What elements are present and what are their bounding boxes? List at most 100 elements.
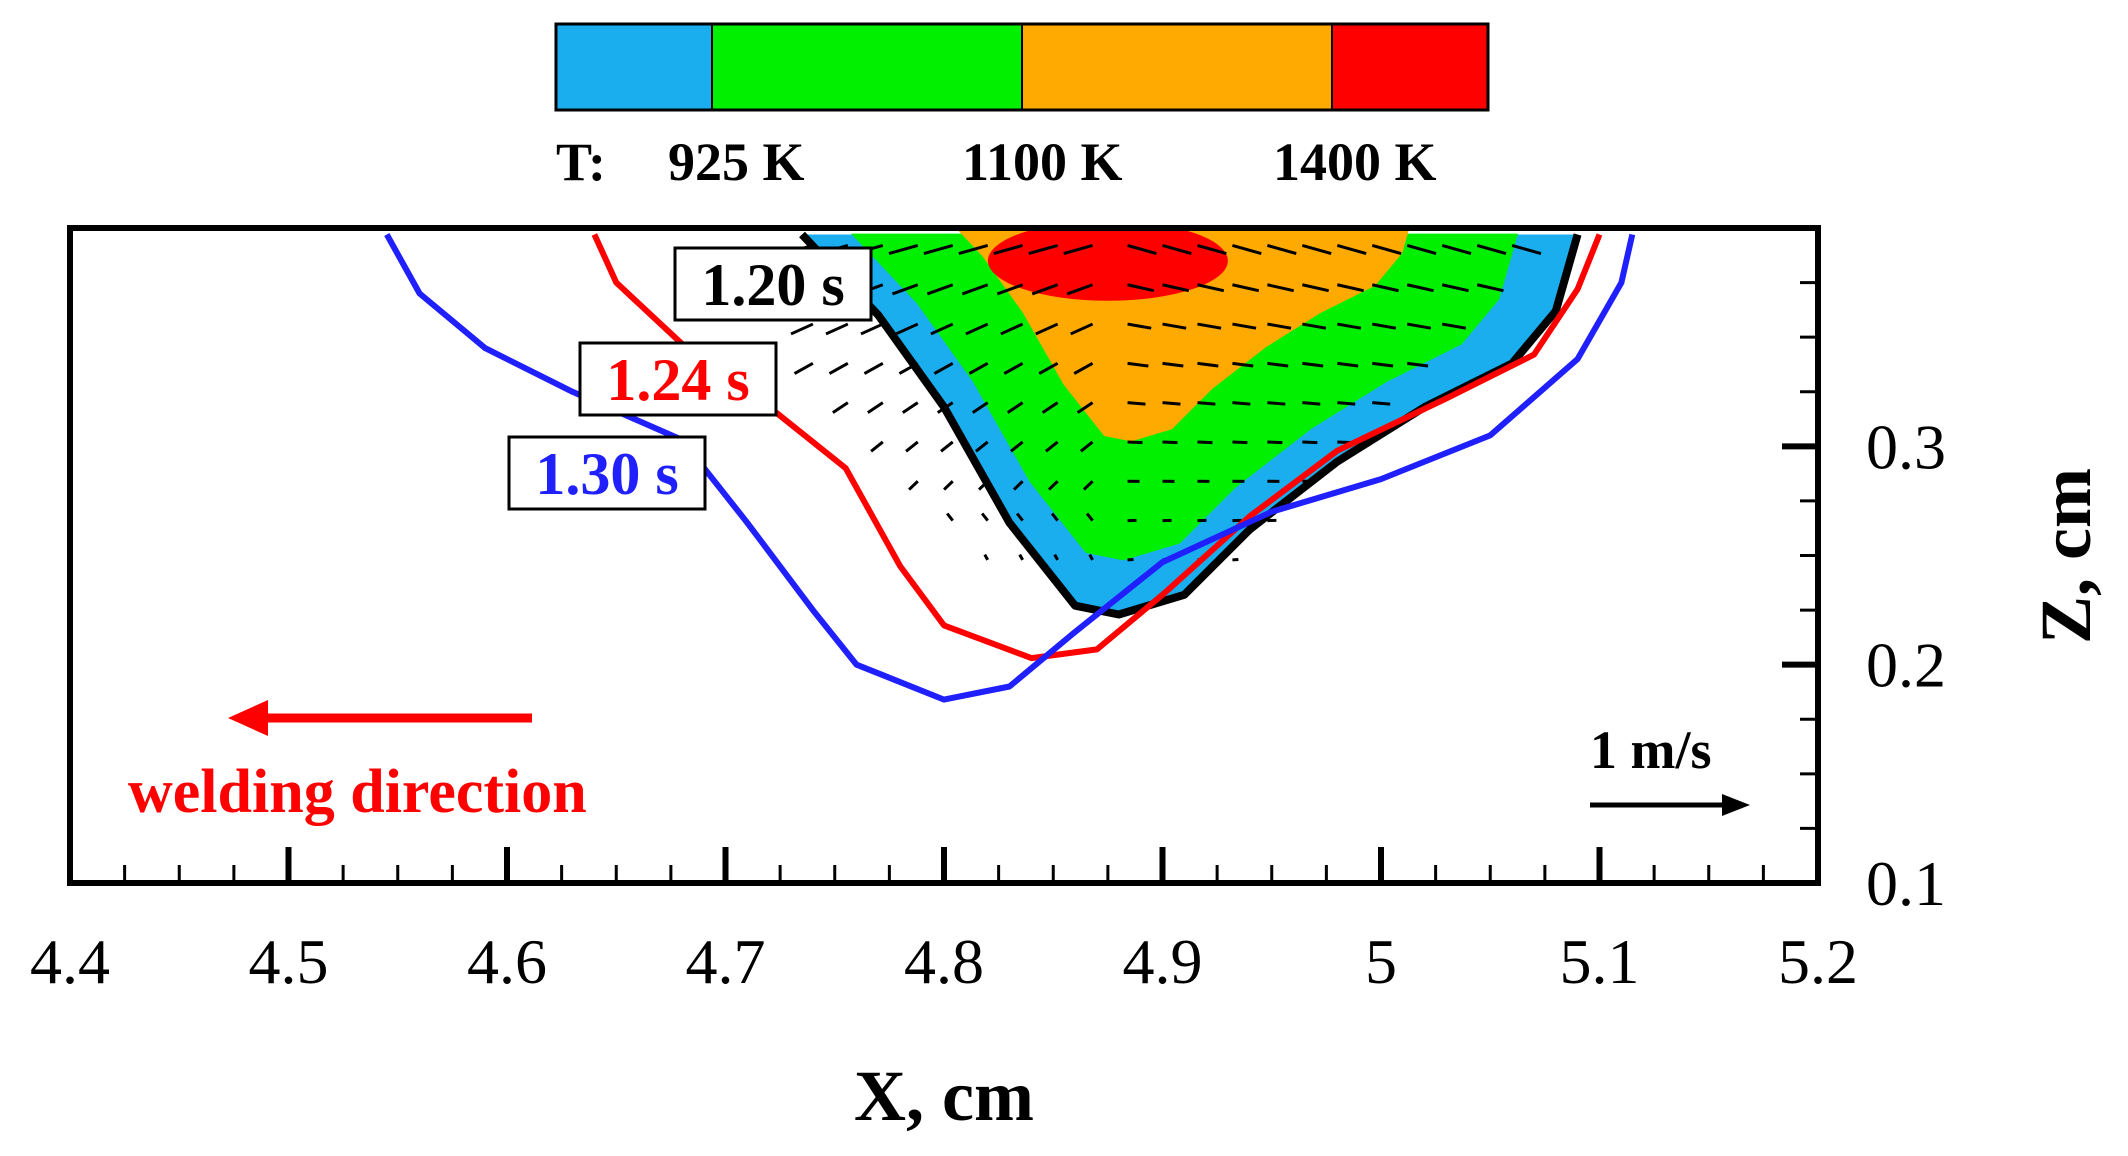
velocity-vector [1476,244,1507,256]
velocity-vector [1232,361,1254,368]
velocity-vector [1371,283,1399,293]
time-label-text: 1.20 s [701,252,844,318]
velocity-vector [1267,440,1283,445]
x-tick-label: 5.1 [1560,926,1640,997]
velocity-vector [940,440,954,453]
velocity-vector [793,362,814,375]
y-axis-title: Z, cm [2026,468,2106,644]
velocity-vector [1266,244,1297,256]
velocity-vector [1127,322,1152,330]
velocity-vector [1267,322,1292,330]
velocity-vector [828,362,849,375]
x-tick-label: 4.4 [30,926,110,997]
velocity-vector [888,244,919,256]
velocity-vector [1337,322,1362,330]
x-axis-title: X, cm [854,1056,1034,1136]
velocity-vector [901,401,919,414]
y-tick-label: 0.2 [1866,630,1946,701]
velocity-vector [1018,553,1024,561]
time-labels: 1.20 s 1.24 s 1.30 s [507,246,873,511]
colorbar-prefix: T: [556,132,606,192]
velocity-vector [1476,283,1504,293]
colorbar-segment [711,23,1023,111]
velocity-vector [1035,322,1059,336]
temperature-contour-fill [801,228,1578,615]
velocity-vector [1267,361,1289,368]
velocity-vector [1372,361,1394,368]
velocity-vector [933,362,954,375]
velocity-vector [1162,361,1184,368]
velocity-vector [1073,362,1094,375]
velocity-vector [1162,401,1181,406]
velocity-vector [1336,244,1367,256]
velocity-vector [943,480,954,491]
velocity-vector [958,244,989,256]
velocity-vector [975,440,989,453]
contour-band-above-1400 [987,228,1228,301]
velocity-vector [1302,283,1330,293]
temperature-colorbar [554,22,1490,112]
x-tick-label: 4.7 [686,926,766,997]
velocity-vector [860,322,884,336]
colorbar-level-1400: 1400 K [1273,132,1437,192]
y-tick-label: 0.3 [1866,411,1946,482]
velocity-vector [996,283,1024,296]
velocity-vector [1232,440,1248,445]
velocity-vector [1031,283,1059,296]
velocity-vector [1127,401,1146,406]
velocity-vector [1267,283,1295,293]
velocity-vector [863,362,884,375]
velocity-vector [1301,244,1332,256]
time-label-text: 1.24 s [606,347,749,413]
velocity-vector [1441,283,1469,293]
velocity-vector [930,322,954,336]
velocity-vector [1162,283,1190,293]
x-tick-label: 4.9 [1123,926,1203,997]
velocity-vector [908,480,919,491]
velocity-vector [1127,244,1157,256]
velocity-vector [961,283,989,296]
velocity-vector [1003,362,1024,375]
y-tick-label: 0.1 [1866,848,1946,919]
velocity-vector [1047,480,1059,491]
velocity-vector [1085,512,1094,522]
axis-tick-labels: 4.4 4.5 4.6 4.7 4.8 4.9 5 5.1 5.20.1 0.2 0.3 [30,411,1946,997]
velocity-vector [1197,440,1213,445]
velocity-vector [1162,322,1187,330]
velocity-vector [1302,361,1324,368]
velocity-vector [1066,283,1094,296]
colorbar-segment [555,23,713,111]
velocity-vector [1372,401,1391,406]
velocity-vector [1197,401,1216,406]
velocity-vector [1063,244,1093,256]
time-label-box [673,246,873,322]
velocity-vector [1070,322,1094,336]
velocity-vector [1337,361,1359,368]
velocity-vector [1302,440,1318,445]
colorbar-segment [1021,23,1333,111]
velocity-vector [891,283,919,296]
velocity-vector [1044,440,1059,453]
velocity-vector [968,362,989,375]
velocity-vector [1371,244,1402,256]
velocity-vector [1000,322,1024,336]
x-tick-label: 5.2 [1778,926,1858,997]
velocity-vector [1009,440,1024,453]
velocity-vector [905,440,919,453]
velocity-vector [1441,244,1472,256]
colorbar-level-1100: 1100 K [962,132,1123,192]
velocity-vector [1006,401,1024,414]
velocity-vector [1127,283,1155,293]
colorbar-segment [1331,23,1489,111]
time-label-text: 1.30 s [535,441,678,507]
colorbar-level-925: 925 K [668,132,805,192]
velocity-vector [1406,283,1434,293]
velocity-vector [1372,322,1397,330]
welding-direction-label: welding direction [128,758,587,826]
velocity-vector [983,553,990,561]
velocity-vector [965,322,989,336]
velocity-vector [1038,362,1059,375]
velocity-scale-label: 1 m/s [1590,720,1712,780]
velocity-vector [1232,322,1257,330]
